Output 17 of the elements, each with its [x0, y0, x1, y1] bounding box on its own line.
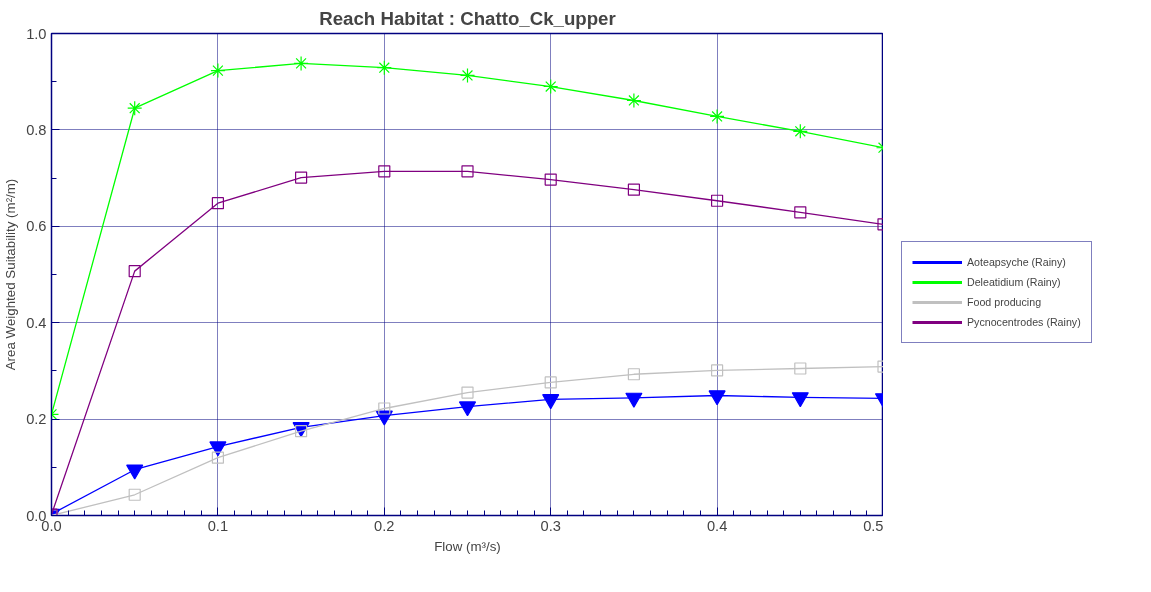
legend-label: Pycnocentrodes (Rainy) [967, 316, 1081, 328]
x-tick-label: 0.4 [706, 517, 728, 534]
legend-label: Deleatidium (Rainy) [967, 276, 1061, 288]
y-tick-label: 0.4 [26, 314, 47, 331]
x-tick-label: 0.3 [540, 517, 561, 534]
y-tick-label: 1.0 [26, 25, 47, 42]
x-tick-label: 0.2 [374, 517, 395, 534]
chart-title: Reach Habitat : Chatto_Ck_upper [319, 7, 616, 29]
x-axis-title: Flow (m³/s) [434, 538, 501, 554]
y-axis-title: Area Weighted Suitability (m²/m) [3, 178, 19, 371]
x-tick-label: 0.1 [207, 517, 229, 534]
y-tick-label: 0.6 [26, 218, 47, 235]
legend-label: Aoteapsyche (Rainy) [967, 256, 1066, 268]
legend-label: Food producing [967, 296, 1042, 308]
y-tick-label: 0.2 [26, 411, 47, 428]
y-tick-label: 0.8 [26, 121, 47, 138]
x-tick-label: 0.5 [863, 517, 884, 534]
